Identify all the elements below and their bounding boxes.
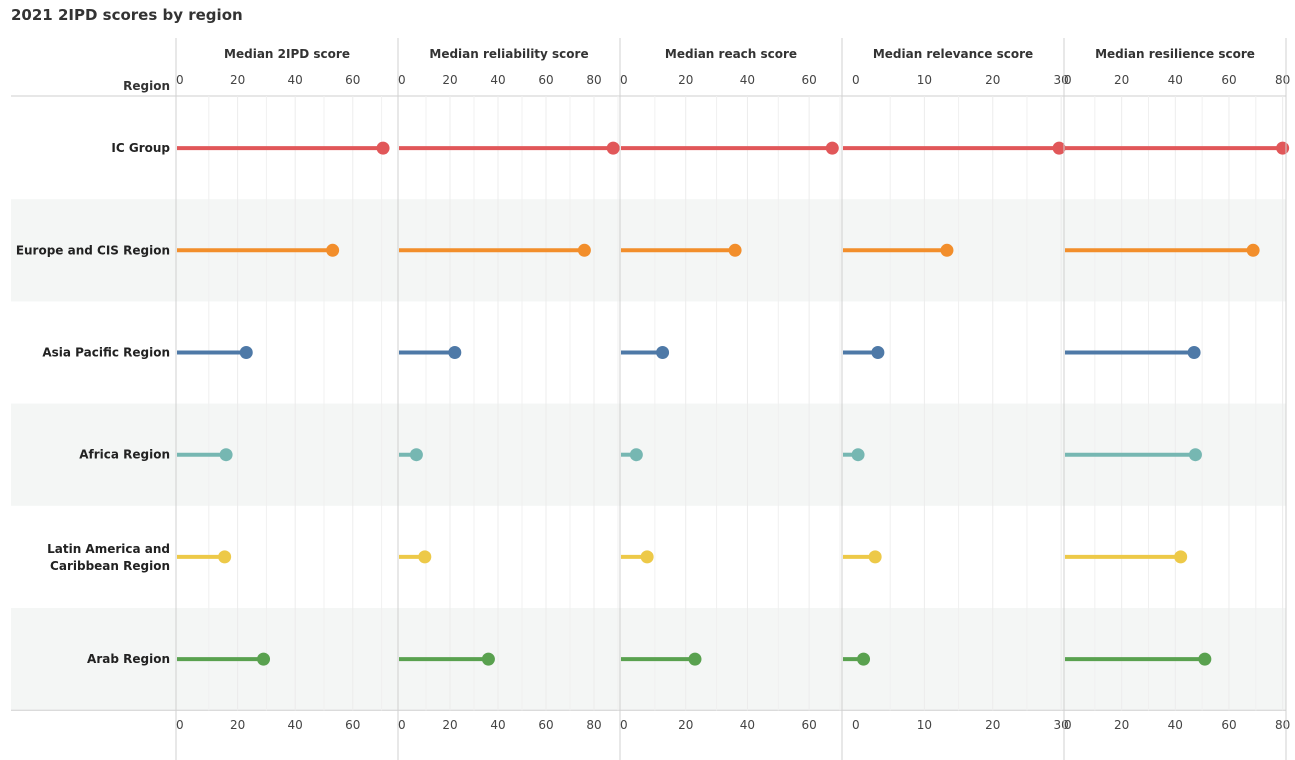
bottom-tick-label: 60	[345, 718, 360, 732]
lollipop-dot	[868, 550, 882, 564]
region-label: Caribbean Region	[50, 559, 170, 573]
lollipop-dot	[409, 448, 423, 462]
lollipop-dot	[257, 652, 271, 666]
bottom-tick-label: 0	[620, 718, 628, 732]
bottom-tick-label: 10	[917, 718, 932, 732]
lollipop-dot	[418, 550, 432, 564]
bottom-tick-label: 60	[1221, 718, 1236, 732]
region-label: Asia Pacific Region	[42, 346, 170, 360]
bottom-tick-label: 0	[852, 718, 860, 732]
panel-title: Median relevance score	[873, 47, 1033, 61]
bottom-tick-label: 0	[176, 718, 184, 732]
top-tick-label: 20	[1114, 73, 1129, 87]
top-tick-label: 30	[1054, 73, 1069, 87]
bottom-tick-label: 40	[740, 718, 755, 732]
panel-title: Median reach score	[665, 47, 797, 61]
top-tick-label: 10	[917, 73, 932, 87]
lollipop-dot	[218, 550, 232, 564]
bottom-tick-label: 20	[678, 718, 693, 732]
panel-title: Median reliability score	[429, 47, 588, 61]
top-tick-label: 0	[176, 73, 184, 87]
lollipop-dot	[1187, 346, 1201, 359]
panel-title: Median 2IPD score	[224, 47, 350, 61]
top-tick-label: 20	[230, 73, 245, 87]
region-label: Europe and CIS Region	[16, 243, 170, 257]
lollipop-dot	[1188, 448, 1202, 462]
lollipop-dot	[1174, 550, 1188, 564]
lollipop-dot	[825, 141, 839, 155]
top-tick-label: 80	[586, 73, 601, 87]
lollipop-dot	[481, 652, 495, 666]
bottom-tick-label: 40	[288, 718, 303, 732]
top-tick-label: 0	[620, 73, 628, 87]
lollipop-dot	[448, 346, 462, 359]
region-label: IC Group	[111, 141, 170, 155]
top-tick-label: 60	[345, 73, 360, 87]
lollipop-dot	[1052, 141, 1066, 155]
bottom-tick-label: 30	[1054, 718, 1069, 732]
lollipop-dot	[1276, 141, 1290, 155]
lollipop-dot	[577, 243, 591, 257]
lollipop-dot	[656, 346, 670, 359]
top-tick-label: 60	[538, 73, 553, 87]
row-header-label: Region	[123, 79, 170, 93]
lollipop-dot	[688, 652, 702, 666]
lollipop-dot	[1246, 243, 1260, 257]
top-tick-label: 0	[852, 73, 860, 87]
bottom-tick-label: 20	[230, 718, 245, 732]
lollipop-dot	[219, 448, 233, 462]
top-tick-label: 40	[740, 73, 755, 87]
lollipop-dot	[629, 448, 643, 462]
lollipop-dot	[239, 346, 253, 359]
bottom-tick-label: 20	[442, 718, 457, 732]
lollipop-dot	[857, 652, 871, 666]
top-tick-label: 40	[490, 73, 505, 87]
panel-title: Median resilience score	[1095, 47, 1255, 61]
region-label: Africa Region	[79, 448, 170, 462]
bottom-tick-label: 60	[802, 718, 817, 732]
top-tick-label: 0	[398, 73, 406, 87]
bottom-tick-label: 60	[538, 718, 553, 732]
bottom-tick-label: 0	[1064, 718, 1072, 732]
lollipop-dot	[940, 243, 954, 257]
top-tick-label: 80	[1275, 73, 1290, 87]
lollipop-dot	[728, 243, 742, 257]
lollipop-dot	[640, 550, 654, 564]
lollipop-dot	[851, 448, 865, 462]
lollipop-dot	[871, 346, 885, 359]
lollipop-dot	[326, 243, 340, 257]
bottom-tick-label: 80	[1275, 718, 1290, 732]
top-tick-label: 0	[1064, 73, 1072, 87]
top-tick-label: 40	[288, 73, 303, 87]
region-label: Arab Region	[87, 652, 170, 666]
lollipop-dot	[376, 141, 390, 155]
top-tick-label: 20	[985, 73, 1000, 87]
bottom-tick-label: 40	[1168, 718, 1183, 732]
top-tick-label: 60	[802, 73, 817, 87]
chart-title: 2021 2IPD scores by region	[11, 6, 243, 24]
bottom-tick-label: 0	[398, 718, 406, 732]
top-tick-label: 20	[678, 73, 693, 87]
top-tick-label: 20	[442, 73, 457, 87]
bottom-tick-label: 80	[586, 718, 601, 732]
top-tick-label: 40	[1168, 73, 1183, 87]
lollipop-dot	[606, 141, 620, 155]
top-tick-label: 60	[1221, 73, 1236, 87]
lollipop-dot	[1198, 652, 1212, 666]
region-label: Latin America and	[47, 542, 170, 556]
bottom-tick-label: 20	[1114, 718, 1129, 732]
bottom-tick-label: 20	[985, 718, 1000, 732]
bottom-tick-label: 40	[490, 718, 505, 732]
